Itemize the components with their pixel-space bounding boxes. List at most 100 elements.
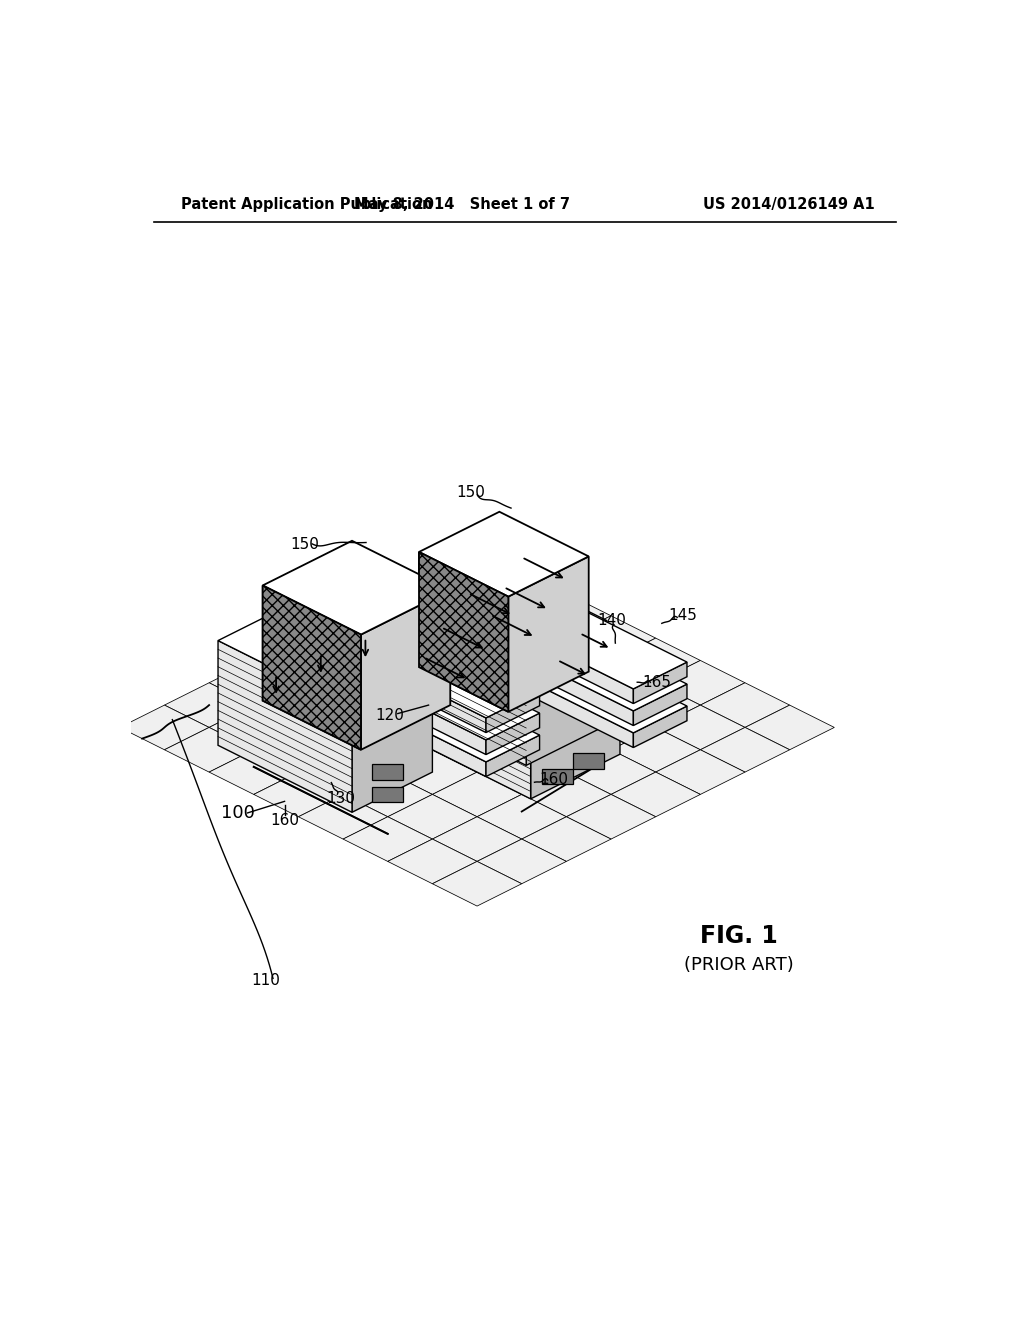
- Polygon shape: [700, 682, 790, 727]
- Polygon shape: [432, 817, 521, 862]
- Polygon shape: [477, 660, 566, 705]
- Polygon shape: [209, 750, 298, 795]
- Polygon shape: [432, 682, 521, 727]
- Polygon shape: [566, 660, 655, 705]
- Polygon shape: [477, 615, 566, 660]
- Polygon shape: [388, 750, 477, 795]
- Polygon shape: [343, 727, 432, 772]
- Polygon shape: [120, 705, 209, 750]
- Text: 100: 100: [221, 804, 255, 822]
- Polygon shape: [298, 705, 388, 750]
- Polygon shape: [428, 611, 526, 766]
- Polygon shape: [263, 586, 360, 750]
- Text: 145: 145: [669, 607, 697, 623]
- Text: 120: 120: [376, 708, 404, 722]
- Text: May 8, 2014   Sheet 1 of 7: May 8, 2014 Sheet 1 of 7: [353, 197, 569, 213]
- Polygon shape: [263, 586, 360, 750]
- Polygon shape: [432, 549, 521, 594]
- Text: (PRIOR ART): (PRIOR ART): [684, 957, 794, 974]
- Polygon shape: [573, 754, 604, 768]
- Polygon shape: [432, 772, 521, 817]
- Polygon shape: [477, 750, 566, 795]
- Polygon shape: [634, 663, 687, 704]
- Polygon shape: [566, 705, 655, 750]
- Polygon shape: [165, 682, 254, 727]
- Polygon shape: [655, 660, 745, 705]
- Polygon shape: [536, 640, 634, 704]
- Polygon shape: [521, 594, 611, 638]
- Polygon shape: [298, 795, 388, 840]
- Polygon shape: [263, 541, 451, 635]
- Polygon shape: [254, 682, 343, 727]
- Polygon shape: [254, 727, 343, 772]
- Polygon shape: [254, 772, 343, 817]
- Polygon shape: [477, 705, 566, 750]
- Polygon shape: [218, 640, 352, 812]
- Polygon shape: [388, 795, 477, 840]
- Polygon shape: [611, 727, 700, 772]
- Polygon shape: [477, 840, 566, 884]
- Polygon shape: [521, 638, 611, 682]
- Polygon shape: [396, 673, 486, 733]
- Polygon shape: [298, 750, 388, 795]
- Polygon shape: [396, 647, 540, 718]
- Polygon shape: [486, 692, 540, 733]
- Polygon shape: [634, 706, 687, 747]
- Text: US 2014/0126149 A1: US 2014/0126149 A1: [703, 197, 874, 213]
- Polygon shape: [388, 705, 477, 750]
- Text: 130: 130: [327, 791, 355, 805]
- Polygon shape: [388, 840, 477, 884]
- Polygon shape: [343, 682, 432, 727]
- Text: 150: 150: [290, 537, 318, 552]
- Polygon shape: [566, 615, 655, 660]
- Polygon shape: [611, 682, 700, 727]
- Polygon shape: [372, 764, 403, 780]
- Polygon shape: [477, 795, 566, 840]
- Polygon shape: [419, 552, 508, 711]
- Polygon shape: [432, 638, 521, 682]
- Text: 110: 110: [251, 973, 280, 989]
- Text: Patent Application Publication: Patent Application Publication: [180, 197, 432, 213]
- Polygon shape: [536, 684, 634, 747]
- Polygon shape: [521, 727, 611, 772]
- Polygon shape: [634, 684, 687, 726]
- Polygon shape: [521, 817, 611, 862]
- Polygon shape: [388, 615, 477, 660]
- Polygon shape: [508, 557, 589, 711]
- Polygon shape: [298, 660, 388, 705]
- Polygon shape: [209, 660, 298, 705]
- Polygon shape: [536, 661, 634, 726]
- Polygon shape: [218, 601, 432, 708]
- Polygon shape: [432, 862, 521, 906]
- Polygon shape: [396, 668, 540, 741]
- Polygon shape: [521, 682, 611, 727]
- Polygon shape: [526, 620, 606, 766]
- Polygon shape: [542, 768, 573, 784]
- Polygon shape: [396, 717, 486, 776]
- Polygon shape: [360, 590, 451, 750]
- Polygon shape: [611, 638, 700, 682]
- Text: 160: 160: [540, 772, 568, 787]
- Polygon shape: [388, 572, 477, 615]
- Polygon shape: [396, 690, 540, 762]
- Text: FIG. 1: FIG. 1: [700, 924, 778, 948]
- Polygon shape: [611, 772, 700, 817]
- Polygon shape: [396, 696, 486, 755]
- Polygon shape: [536, 612, 687, 689]
- Polygon shape: [745, 705, 835, 750]
- Polygon shape: [566, 750, 655, 795]
- Polygon shape: [566, 795, 655, 840]
- Polygon shape: [419, 552, 508, 711]
- Text: 140: 140: [597, 612, 626, 627]
- Polygon shape: [419, 512, 589, 597]
- Polygon shape: [254, 638, 343, 682]
- Polygon shape: [530, 649, 620, 799]
- Polygon shape: [432, 727, 521, 772]
- Polygon shape: [343, 772, 432, 817]
- Polygon shape: [655, 705, 745, 750]
- Polygon shape: [298, 615, 388, 660]
- Polygon shape: [486, 713, 540, 755]
- Polygon shape: [655, 750, 745, 795]
- Polygon shape: [536, 657, 687, 733]
- Polygon shape: [352, 668, 432, 812]
